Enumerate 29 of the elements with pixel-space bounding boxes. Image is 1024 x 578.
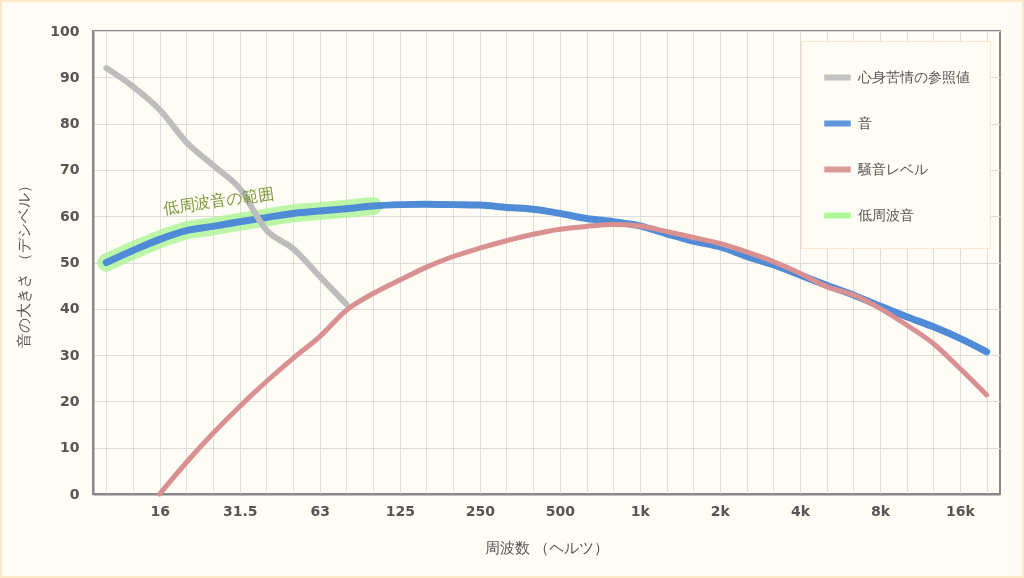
y-tick-label: 20 [60,392,80,409]
legend-label: 音 [858,114,872,131]
x-tick-label: 31.5 [222,502,258,519]
y-tick-label: 100 [50,22,80,39]
y-tick-label: 80 [60,115,80,132]
annotation: 低周波音の範囲 [161,183,276,218]
x-tick-label: 125 [385,502,415,519]
legend-label: 心身苦情の参照値 [857,68,970,85]
x-tick-label: 8k [870,502,891,519]
y-tick-label: 60 [60,207,80,224]
legend-label: 騒音レベル [857,160,928,177]
x-tick-label: 63 [310,502,330,519]
x-tick-label: 1k [630,502,651,519]
y-tick-label: 50 [60,254,80,270]
x-axis-title: 周波数 （ヘルツ） [484,538,610,557]
legend-label: 低周波音 [858,206,914,223]
y-tick-label: 70 [60,161,80,178]
x-tick-label: 500 [545,502,576,519]
y-tick-label: 10 [60,439,80,456]
x-tick-label: 2k [710,502,731,519]
x-tick-label: 250 [465,502,496,519]
x-tick-label: 4k [790,502,811,519]
y-tick-label: 0 [69,485,80,502]
y-tick-label: 30 [60,346,80,363]
y-axis-title: 音の大きさ （デシベル） [15,178,34,348]
x-tick-label: 16 [150,502,170,519]
x-tick-label: 16k [946,502,976,519]
y-tick-label: 90 [60,68,80,85]
y-tick-label: 40 [60,300,80,317]
